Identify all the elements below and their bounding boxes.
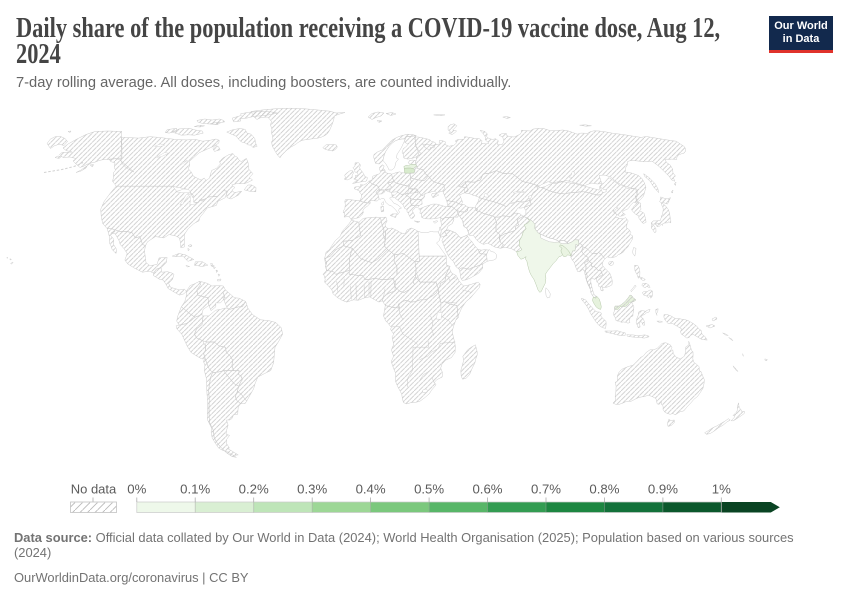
svg-text:0%: 0%	[127, 481, 146, 496]
svg-text:1%: 1%	[712, 481, 731, 496]
svg-text:0.9%: 0.9%	[648, 481, 678, 496]
svg-text:0.3%: 0.3%	[297, 481, 327, 496]
svg-text:0.5%: 0.5%	[414, 481, 444, 496]
svg-text:0.8%: 0.8%	[589, 481, 619, 496]
svg-text:0.1%: 0.1%	[180, 481, 210, 496]
svg-text:0.6%: 0.6%	[472, 481, 502, 496]
svg-text:0.2%: 0.2%	[239, 481, 269, 496]
svg-text:0.7%: 0.7%	[531, 481, 561, 496]
svg-text:No data: No data	[71, 481, 117, 496]
svg-text:0.4%: 0.4%	[356, 481, 386, 496]
